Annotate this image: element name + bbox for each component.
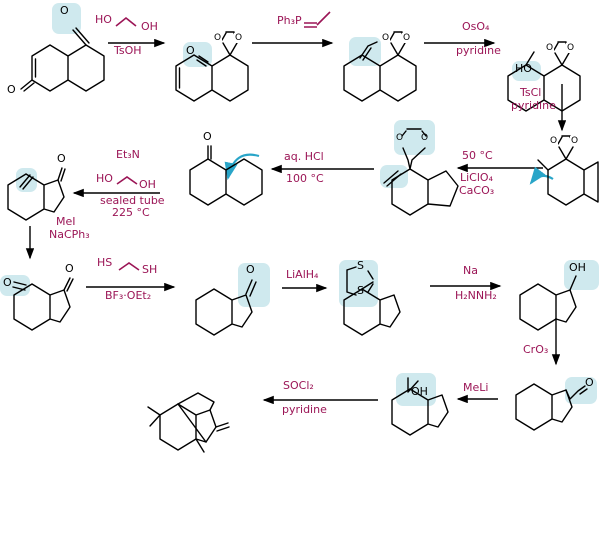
curved-arrow-michael (224, 153, 260, 181)
atom-s-bottom: S (357, 284, 364, 297)
temp-100-label: 100 °C (286, 172, 324, 185)
structure-wittig-product (343, 31, 417, 102)
glycol-oh-label: OH (141, 20, 158, 33)
atom-o-diox-d2: O (566, 43, 576, 53)
atom-o-diox-c2: O (402, 33, 412, 43)
atom-oh-tertiary: OH (411, 385, 428, 398)
atom-o-acetal-left: O (396, 133, 404, 143)
atom-o-diox-e2: O (570, 136, 580, 146)
pyridine-label-2: pyridine (511, 99, 556, 112)
atom-oh-secondary: OH (569, 261, 586, 274)
tscl-label: TsCl (520, 86, 542, 99)
caco3-label: CaCO₃ (459, 184, 495, 197)
highlight-secondary-alcohol (564, 260, 599, 290)
structure-diol (507, 41, 581, 112)
structure-methyl-dione (12, 277, 74, 331)
highlight-tertiary-alcohol (396, 373, 436, 406)
structure-tosylate (537, 135, 599, 206)
atom-o-ketone-start: O (60, 4, 69, 17)
liclo4-label: LiClO₄ (460, 171, 493, 184)
atom-o-dione-i: O (64, 262, 75, 275)
socl2-label: SOCl₂ (283, 379, 314, 392)
atom-o-diox-d1: O (545, 43, 555, 53)
bf3-oet2-label: BF₃·OEt₂ (105, 289, 152, 302)
atom-o-ketone-late: O (585, 376, 594, 389)
structure-tricyclic-ketone (515, 383, 588, 431)
glycol2-ho-label: HO (96, 172, 113, 185)
glycol2-oh-label: OH (139, 178, 156, 191)
highlight-diol-hydroxyl (512, 61, 541, 81)
meli-label: MeLi (463, 381, 489, 394)
structure-ring-expanded-enone (383, 128, 459, 216)
atom-s-top: S (357, 259, 364, 272)
structure-monothioketal (195, 279, 257, 336)
hydrazine-label: H₂NNH₂ (455, 289, 497, 302)
atom-o-diox-c1: O (381, 33, 391, 43)
curved-arrow-pinacol (529, 166, 554, 185)
structure-desulfurized-alcohol (519, 275, 577, 331)
pyridine-label-3: pyridine (282, 403, 327, 416)
ph3p-label: Ph₃P (277, 14, 302, 27)
nacph3-label: NaCPh₃ (49, 228, 90, 241)
glycol-chain-top (115, 16, 137, 27)
highlight-methylated-ketone (0, 275, 30, 296)
atom-o-diox-e1: O (549, 136, 559, 146)
atom-o-thioketal: O (246, 263, 255, 276)
glycol-ho-label: HO (95, 13, 112, 26)
drawn-reagents (115, 11, 331, 271)
reaction-arrows (25, 38, 567, 405)
atom-o-dione-g: O (202, 130, 213, 143)
atom-o-wm-enone: O (6, 83, 17, 96)
ylide-double-bond (304, 11, 331, 28)
structure-monoketal (175, 31, 249, 102)
dithiol-sh-label: SH (142, 263, 158, 276)
sealed-tube-label: sealed tube (100, 194, 165, 207)
temp-50-label: 50 °C (462, 149, 493, 162)
oso4-label: OsO₄ (462, 20, 490, 33)
mechanism-arrows (224, 153, 554, 185)
atom-o-acetal-right: O (421, 133, 429, 143)
atom-o-diox-b2: O (234, 33, 244, 43)
structure-wieland-miescher-ketone (20, 27, 105, 92)
highlight-dioxolane-acetal (394, 120, 435, 155)
highlight-enone-alkene (380, 165, 408, 188)
atom-o-methyl-dione: O (3, 276, 12, 289)
dithiol-hs-label: HS (97, 256, 113, 269)
atom-o-enone: O (186, 44, 195, 57)
tsoh-label: TsOH (114, 44, 142, 57)
structure-thioketal-alcohol (343, 266, 401, 336)
cro3-label: CrO₃ (523, 343, 549, 356)
et3n-label: Et₃N (116, 148, 140, 161)
pyridine-label-1: pyridine (456, 44, 501, 57)
temp-225-label: 225 °C (112, 206, 150, 219)
structure-tertiary-alcohol (391, 377, 449, 436)
dithiol-chain (118, 262, 140, 271)
aq-hcl-label: aq. HCl (284, 150, 324, 163)
structure-tricyclic-dione (7, 167, 66, 221)
mei-label: MeI (56, 215, 76, 228)
atom-ho-diol: HO (515, 62, 532, 75)
na-label: Na (463, 264, 478, 277)
atom-o-diox-b1: O (213, 33, 223, 43)
structure-deprotected-dione (189, 145, 263, 206)
lialh4-label: LiAlH₄ (286, 268, 319, 281)
glycol-chain-middle (116, 176, 138, 185)
structure-longifolene (147, 392, 230, 453)
atom-o-dione-h: O (56, 152, 67, 165)
